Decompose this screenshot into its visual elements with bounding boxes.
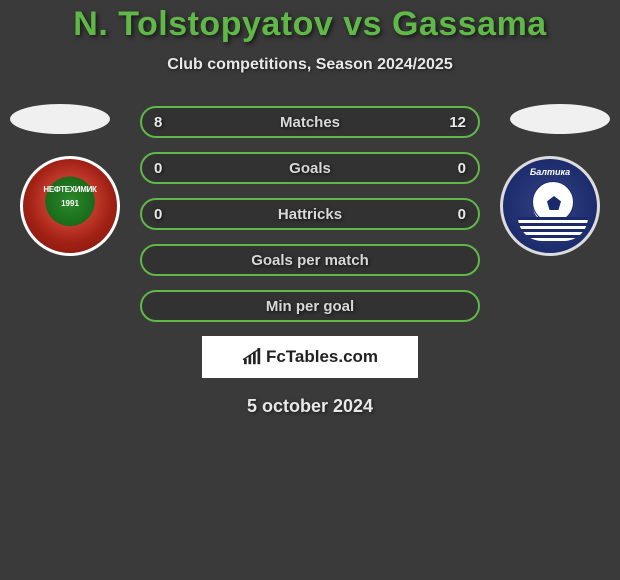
team-badge-right [500, 156, 600, 256]
brand-text: FcTables.com [266, 347, 378, 367]
chart-bars-icon [242, 348, 264, 366]
stat-left-value: 0 [154, 160, 174, 177]
player-photo-placeholder-right [510, 104, 610, 134]
stat-row-hattricks: 0 Hattricks 0 [140, 198, 480, 230]
brand-attribution[interactable]: FcTables.com [202, 336, 418, 378]
player-photo-placeholder-left [10, 104, 110, 134]
comparison-date: 5 october 2024 [0, 396, 620, 417]
stat-label: Goals per match [142, 252, 478, 269]
stat-right-value: 0 [446, 206, 466, 223]
stat-row-goals-per-match: Goals per match [140, 244, 480, 276]
team-badge-left [20, 156, 120, 256]
stat-label: Goals [142, 160, 478, 177]
header: N. Tolstopyatov vs Gassama Club competit… [0, 0, 620, 74]
comparison-panel: 8 Matches 12 0 Goals 0 0 Hattricks 0 Goa… [0, 104, 620, 417]
stat-left-value: 0 [154, 206, 174, 223]
page-title: N. Tolstopyatov vs Gassama [0, 5, 620, 44]
stat-row-matches: 8 Matches 12 [140, 106, 480, 138]
stat-label: Hattricks [142, 206, 478, 223]
stat-row-goals: 0 Goals 0 [140, 152, 480, 184]
badge-waves-icon [518, 217, 588, 241]
stat-right-value: 0 [446, 160, 466, 177]
stat-row-min-per-goal: Min per goal [140, 290, 480, 322]
stat-label: Matches [142, 114, 478, 131]
stat-right-value: 12 [446, 114, 466, 131]
page-subtitle: Club competitions, Season 2024/2025 [0, 56, 620, 74]
stats-list: 8 Matches 12 0 Goals 0 0 Hattricks 0 Goa… [140, 104, 480, 322]
stat-left-value: 8 [154, 114, 174, 131]
stat-label: Min per goal [142, 298, 478, 315]
